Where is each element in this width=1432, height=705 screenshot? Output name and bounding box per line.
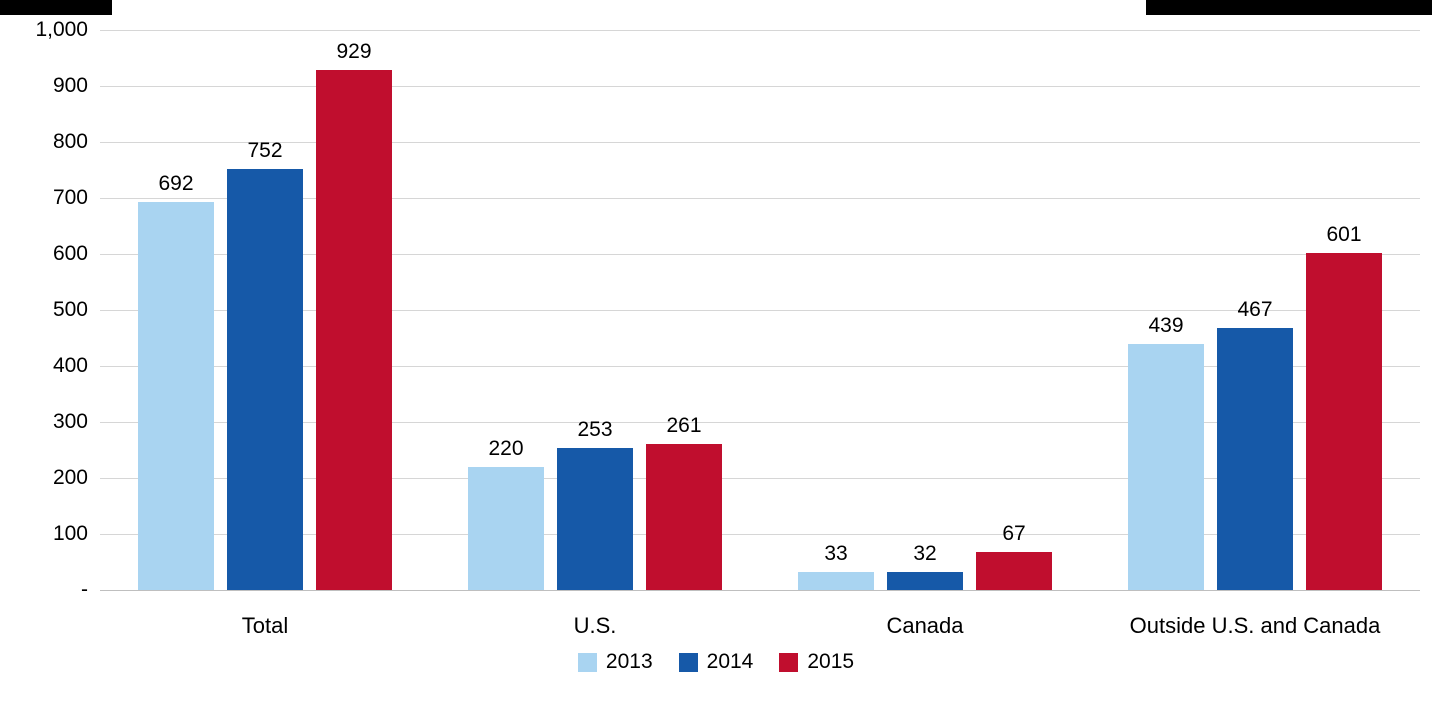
bar-2014-canada [887,572,963,590]
y-tick-label: 400 [52,354,88,377]
bar-2014-u-s [557,448,633,590]
value-label-2015-u-s: 261 [666,413,702,437]
value-label-2013-total: 692 [158,172,194,196]
gridline [100,366,1420,367]
legend-item-2013: 2013 [577,650,653,674]
gridline [100,198,1420,199]
gridline [100,422,1420,423]
y-tick-label: 200 [52,466,88,489]
top-border-left [0,0,112,15]
bar-2014-outside-u-s-and-canada [1217,328,1293,590]
legend-swatch-2015 [779,652,799,672]
bar-2013-total [138,202,214,590]
value-label-2014-u-s: 253 [577,418,613,442]
gridline [100,254,1420,255]
value-label-2013-canada: 33 [824,541,848,565]
x-axis-line [100,590,1420,591]
bar-2015-total [316,69,392,590]
y-tick-label: - [81,578,88,601]
gridline [100,478,1420,479]
value-label-2014-outside-u-s-and-canada: 467 [1237,298,1273,322]
legend-item-2014: 2014 [678,650,754,674]
legend-label-2014: 2014 [706,650,754,673]
bar-2013-outside-u-s-and-canada [1128,344,1204,590]
legend-label-2015: 2015 [807,650,855,673]
legend-item-2015: 2015 [779,650,854,674]
value-label-2015-outside-u-s-and-canada: 601 [1326,223,1362,247]
y-tick-label: 100 [52,522,88,545]
y-tick-label: 300 [52,410,88,433]
value-label-2013-u-s: 220 [488,436,524,460]
bar-2013-u-s [468,466,544,590]
bar-2015-u-s [646,443,722,590]
value-label-2014-canada: 32 [913,542,937,566]
x-category-label-total: Total [241,613,289,638]
gridline [100,30,1420,31]
y-tick-label: 500 [52,298,88,321]
y-tick-label: 1,000 [35,18,88,41]
gridline [100,142,1420,143]
legend-swatch-2013 [577,652,597,672]
legend-label-2013: 2013 [605,650,653,673]
value-label-2015-canada: 67 [1002,522,1026,546]
gridline [100,534,1420,535]
y-tick-label: 700 [52,186,88,209]
y-tick-label: 900 [52,74,88,97]
x-category-label-u-s: U.S. [573,613,617,638]
gridline [100,310,1420,311]
y-tick-label: 600 [52,242,88,265]
bar-2015-canada [976,552,1052,590]
legend-swatch-2014 [678,652,698,672]
bar-2014-total [227,168,303,590]
legend: 2013 2014 2015 [0,650,1432,674]
x-category-label-outside-u-s-and-canada: Outside U.S. and Canada [1129,613,1381,638]
value-label-2013-outside-u-s-and-canada: 439 [1148,314,1184,338]
bar-2015-outside-u-s-and-canada [1306,253,1382,590]
x-category-label-canada: Canada [886,613,964,638]
value-label-2015-total: 929 [336,39,372,63]
value-label-2014-total: 752 [247,138,283,162]
top-border-right [1146,0,1432,15]
bar-2013-canada [798,571,874,590]
gridline [100,86,1420,87]
y-tick-label: 800 [52,130,88,153]
